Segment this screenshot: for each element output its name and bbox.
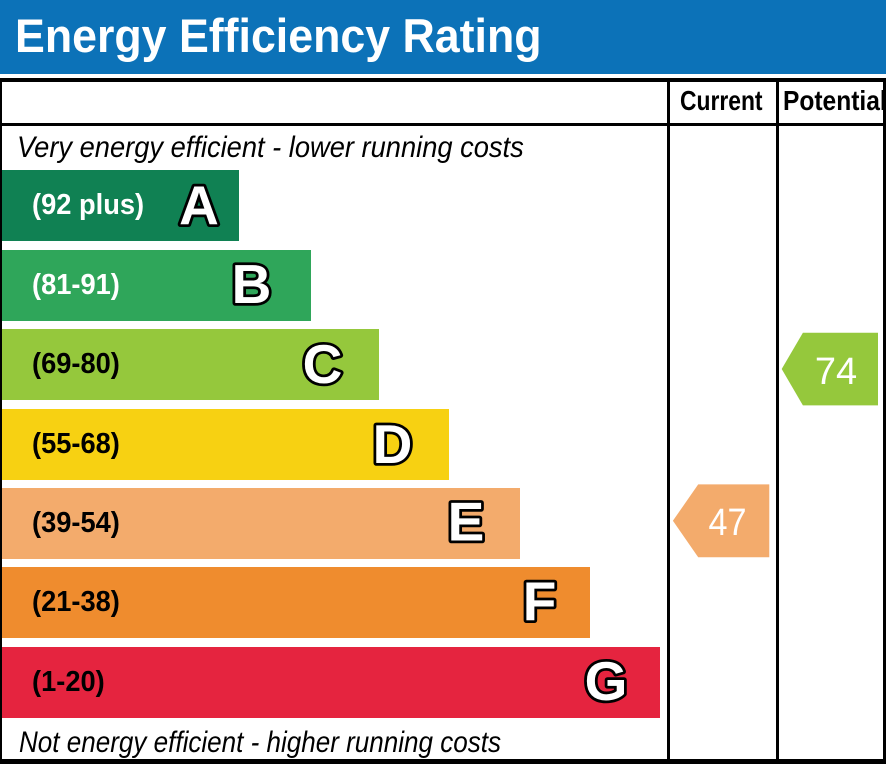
svg-text:C: C xyxy=(303,333,343,395)
svg-text:74: 74 xyxy=(815,351,857,393)
svg-text:E: E xyxy=(448,491,485,553)
svg-text:47: 47 xyxy=(708,501,746,544)
svg-text:G: G xyxy=(585,650,628,712)
svg-text:D: D xyxy=(373,413,413,475)
svg-text:A: A xyxy=(179,174,219,236)
svg-text:B: B xyxy=(232,253,272,315)
svg-text:F: F xyxy=(523,571,557,633)
